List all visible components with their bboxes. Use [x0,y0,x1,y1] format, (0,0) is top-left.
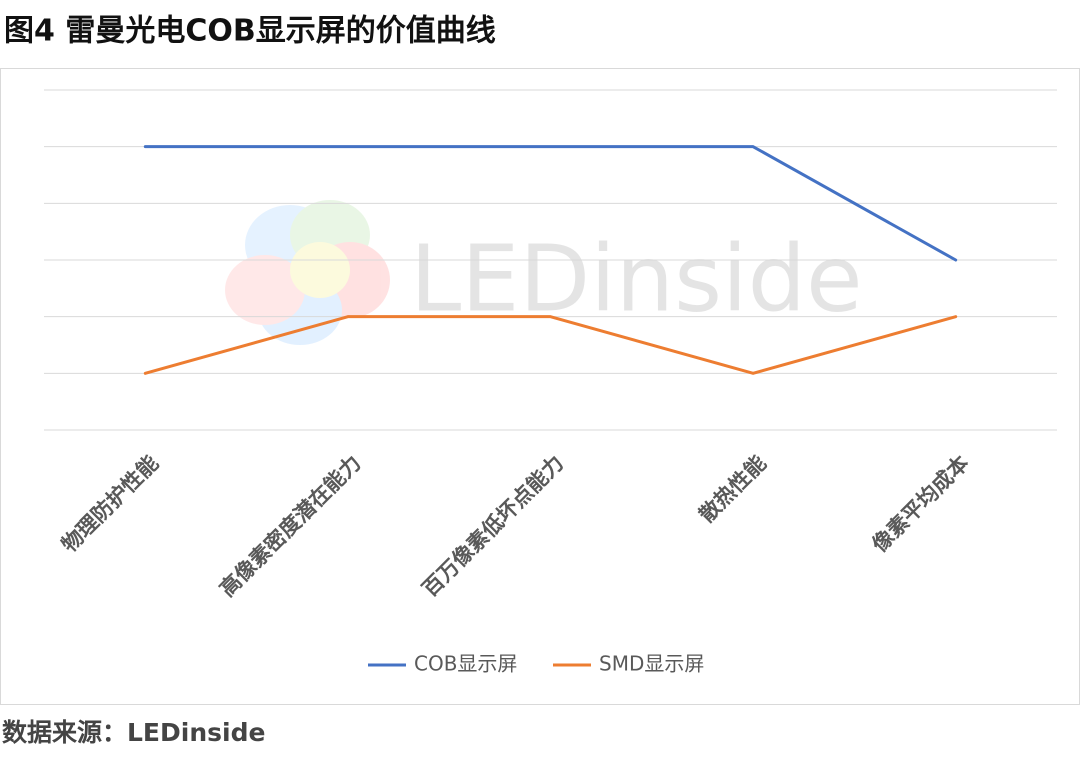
legend-label: COB显示屏 [414,652,517,676]
watermark-text: LEDinside [410,225,863,332]
watermark-logo [225,200,390,345]
chart-title: 图4 雷曼光电COB显示屏的价值曲线 [4,14,496,49]
series-line [143,145,958,262]
source-note: 数据来源：LEDinside [2,718,265,747]
series-line [143,315,958,375]
legend-label: SMD显示屏 [599,652,704,676]
chart-frame [0,68,1080,705]
